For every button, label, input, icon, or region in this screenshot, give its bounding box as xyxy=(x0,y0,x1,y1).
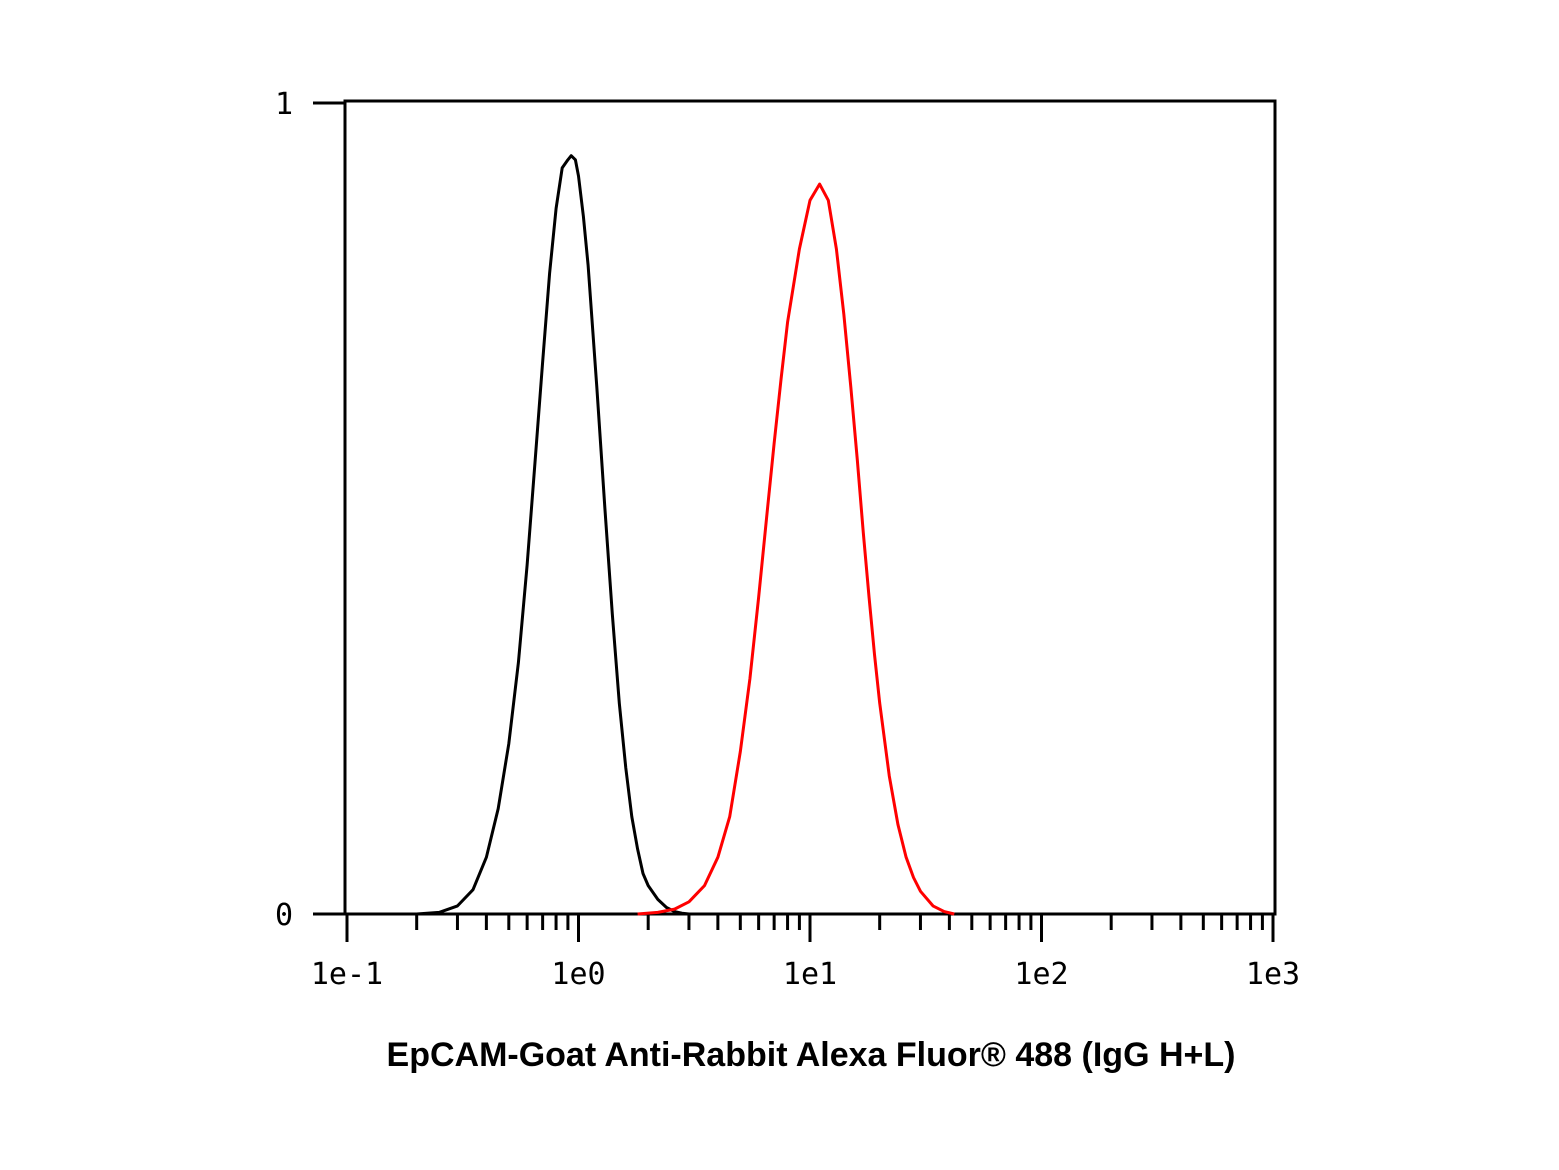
x-tick-label: 1e2 xyxy=(1014,957,1068,992)
series-line-1 xyxy=(416,154,690,916)
x-tick-label: 1e0 xyxy=(551,957,605,992)
x-tick-label: 1e-1 xyxy=(311,957,383,992)
x-axis: 1e-1 1e0 1e1 1e2 1e3 xyxy=(311,914,1300,992)
y-tick-label: 1 xyxy=(275,87,293,122)
plot-frame xyxy=(343,99,1277,916)
x-tick-label: 1e1 xyxy=(783,957,837,992)
x-tick-label: 1e3 xyxy=(1246,957,1300,992)
series-layer xyxy=(416,154,955,916)
y-axis: 01 xyxy=(275,87,345,933)
x-axis-label: EpCAM-Goat Anti-Rabbit Alexa Fluor® 488 … xyxy=(386,1036,1236,1074)
series-line-2 xyxy=(637,182,955,916)
y-tick-label: 0 xyxy=(275,898,293,933)
